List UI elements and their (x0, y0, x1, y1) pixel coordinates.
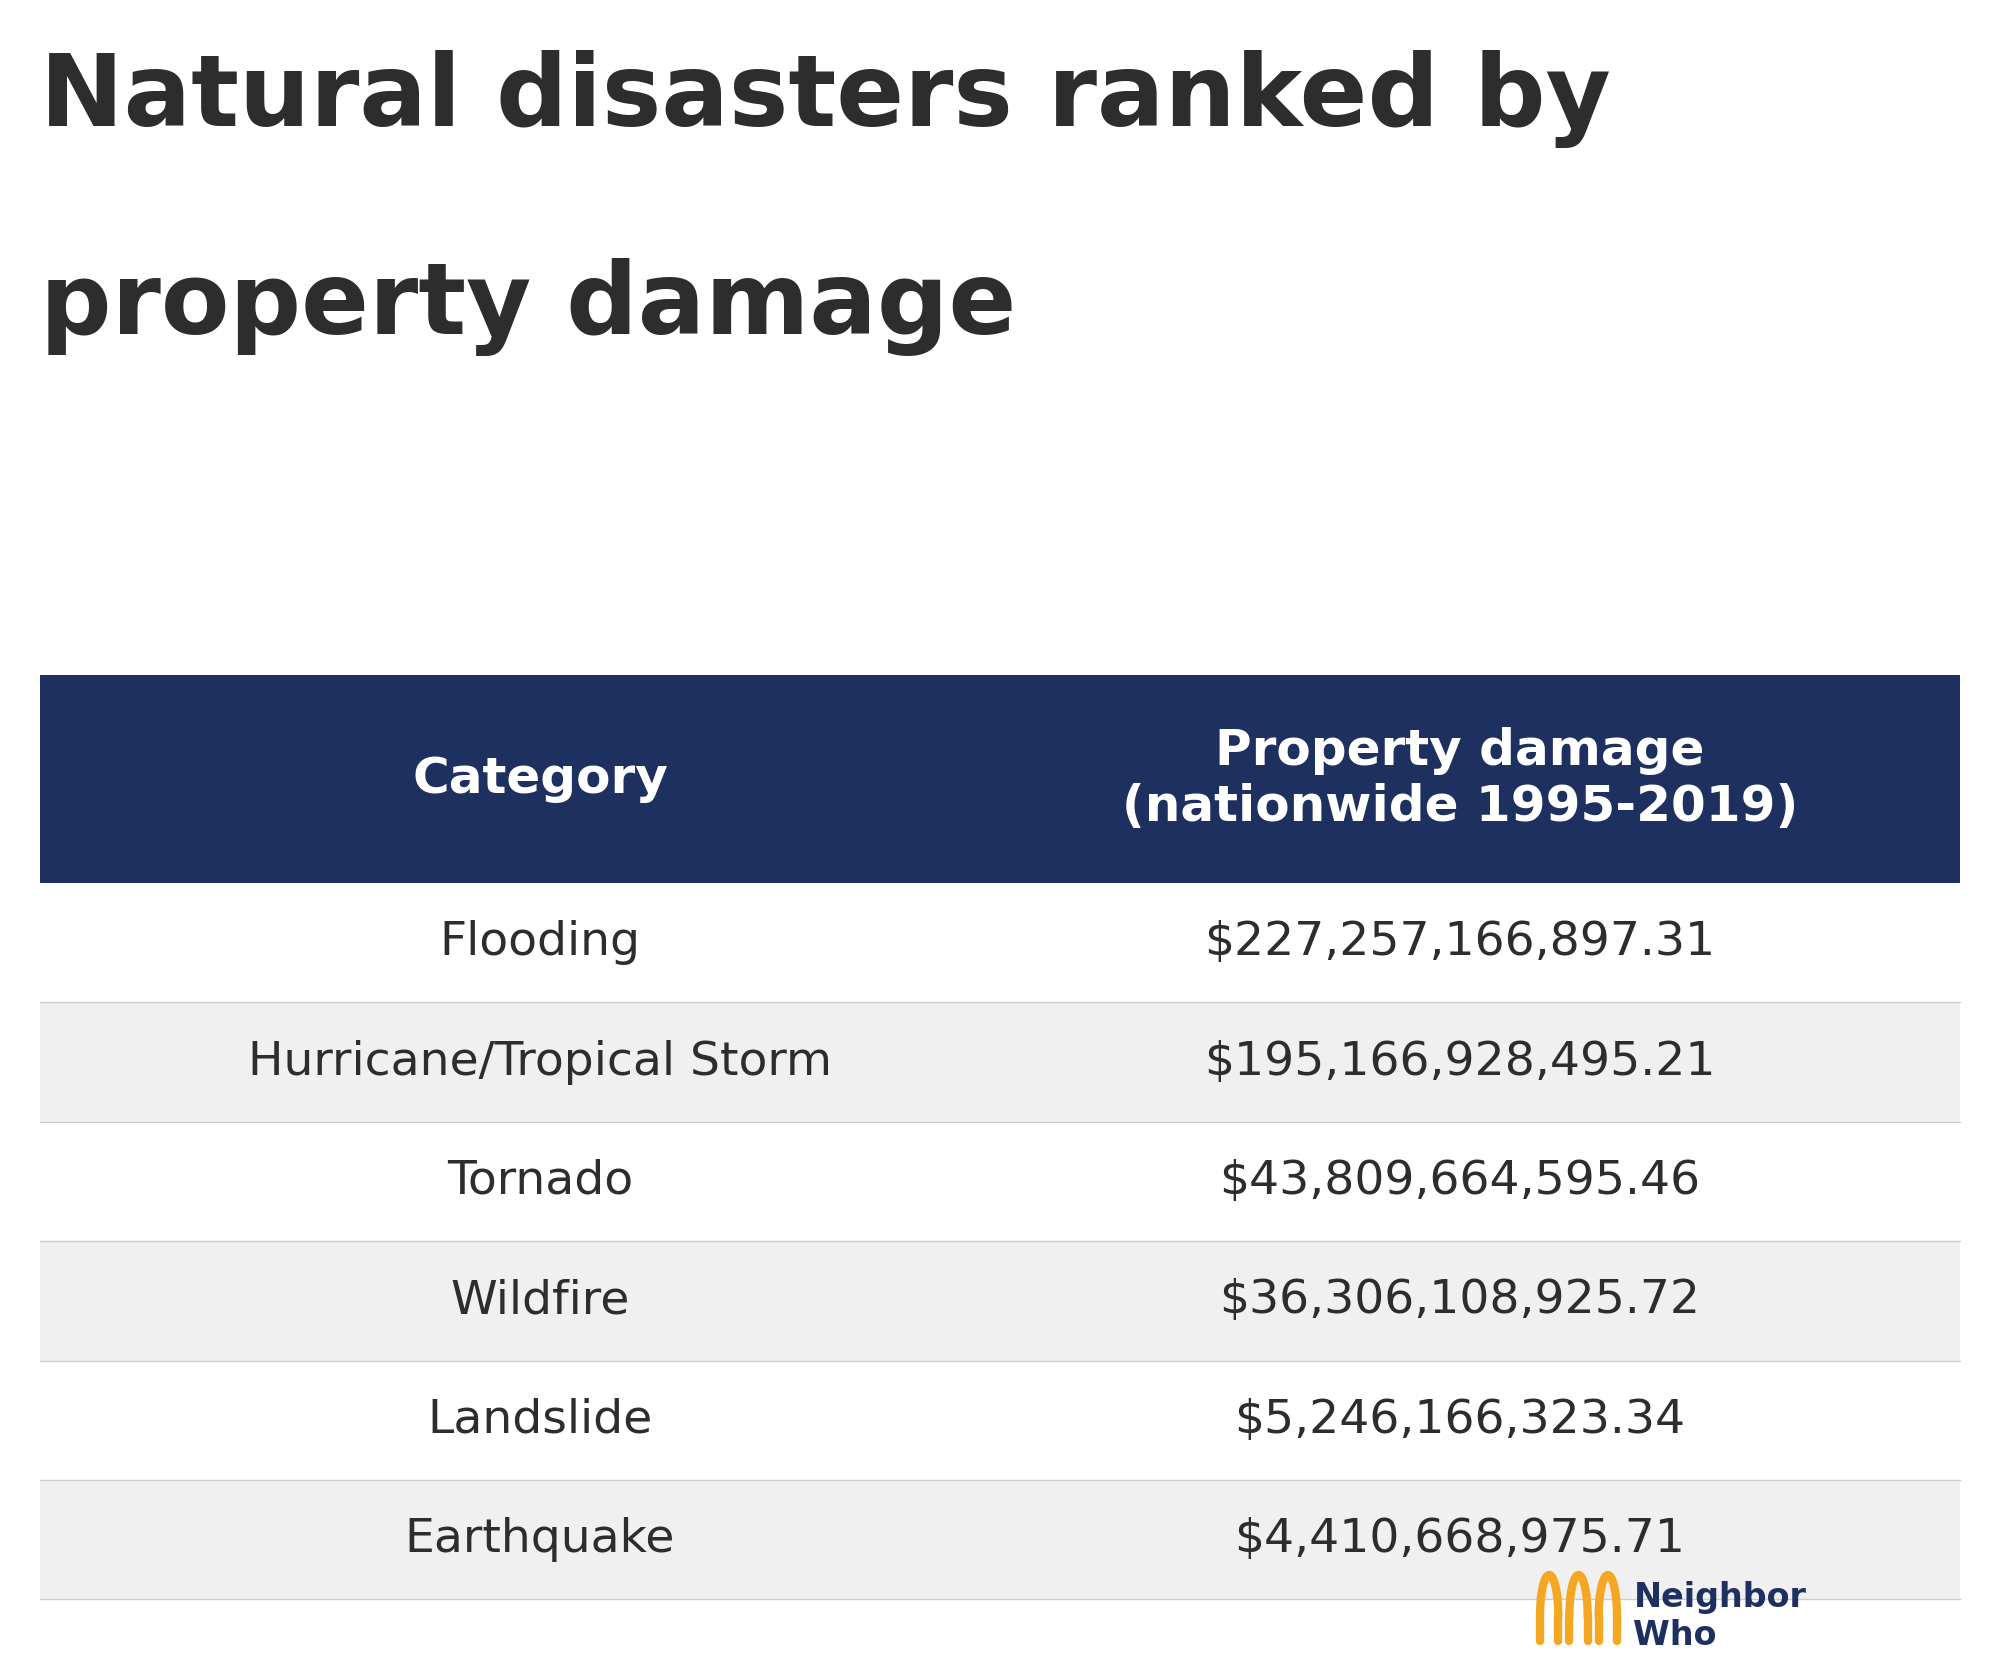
Text: $36,306,108,925.72: $36,306,108,925.72 (1220, 1278, 1700, 1323)
Text: $227,257,166,897.31: $227,257,166,897.31 (1204, 920, 1716, 965)
Text: $195,166,928,495.21: $195,166,928,495.21 (1204, 1040, 1716, 1085)
Bar (40, 1479, 1960, 1599)
Text: $5,246,166,323.34: $5,246,166,323.34 (1234, 1398, 1686, 1443)
Text: Property damage
(nationwide 1995-2019): Property damage (nationwide 1995-2019) (1122, 726, 1798, 831)
Text: $4,410,668,975.71: $4,410,668,975.71 (1234, 1518, 1686, 1563)
Bar (40, 1241, 1960, 1361)
Text: Flooding: Flooding (440, 920, 640, 965)
Text: Earthquake: Earthquake (404, 1518, 676, 1563)
Text: Landslide: Landslide (428, 1398, 652, 1443)
Bar (40, 883, 1960, 1003)
Text: Tornado: Tornado (446, 1160, 634, 1205)
Text: Category: Category (412, 755, 668, 803)
Text: Neighbor
Who: Neighbor Who (1634, 1581, 1806, 1653)
Text: Hurricane/Tropical Storm: Hurricane/Tropical Storm (248, 1040, 832, 1085)
Text: Natural disasters ranked by: Natural disasters ranked by (40, 50, 1610, 148)
Bar (40, 1361, 1960, 1479)
Text: property damage: property damage (40, 258, 1016, 357)
Text: Wildfire: Wildfire (450, 1278, 630, 1323)
Text: $43,809,664,595.46: $43,809,664,595.46 (1220, 1160, 1700, 1205)
Bar (40, 1121, 1960, 1241)
Bar (40, 1003, 1960, 1121)
Bar (40, 675, 1960, 883)
